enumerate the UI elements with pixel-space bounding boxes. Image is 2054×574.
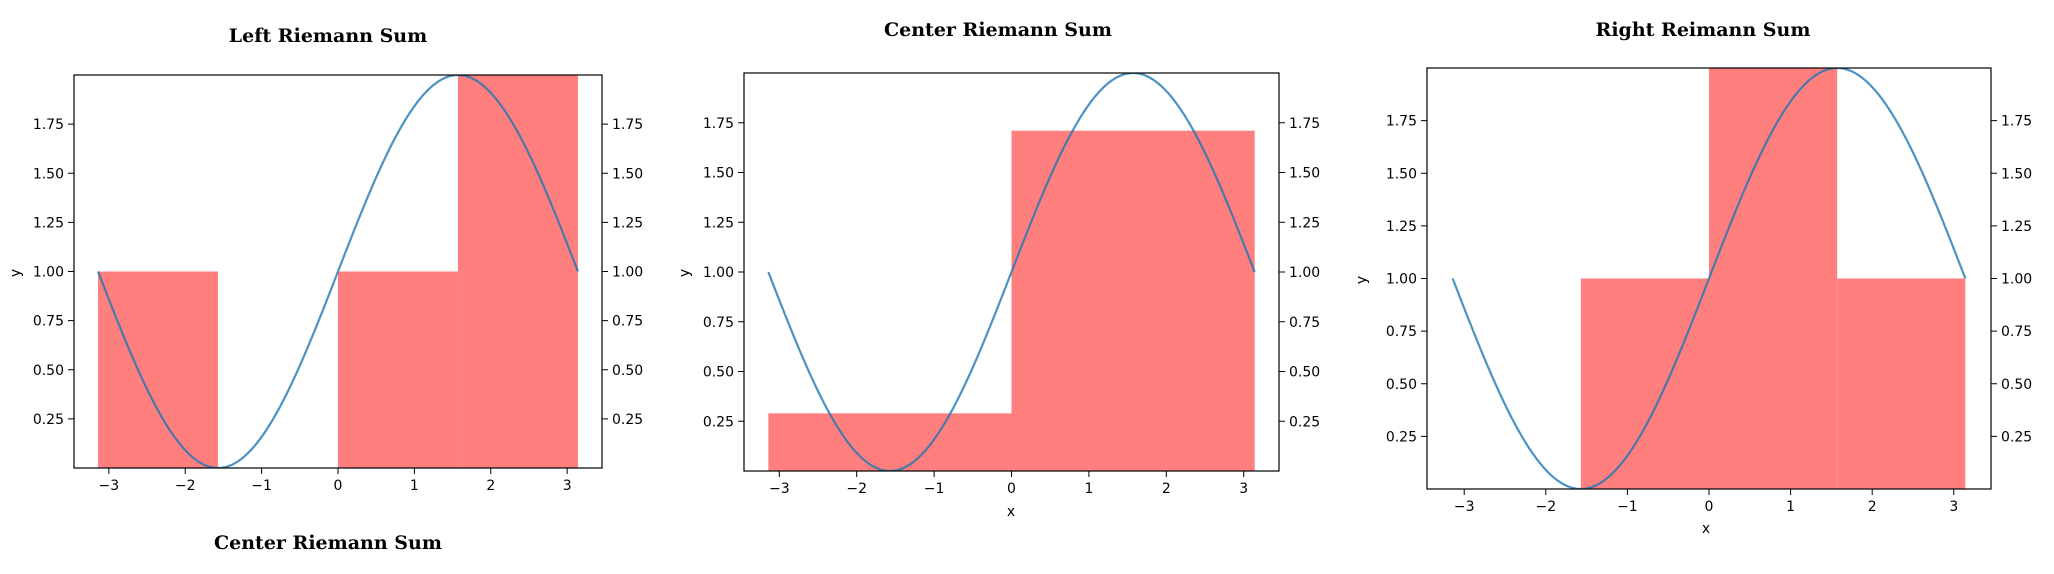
x-tick-label: 1	[1084, 481, 1093, 497]
y2-tick-label: 0.50	[612, 363, 643, 379]
plot-area	[767, 73, 1256, 471]
riemann-bar	[1011, 130, 1255, 471]
chart-title: Right Reimann Sum	[1596, 19, 1811, 41]
y-axis-label: y	[1354, 276, 1370, 284]
riemann-bar	[457, 75, 578, 468]
plot-area	[96, 75, 580, 468]
y-tick-label: 1.75	[33, 117, 64, 133]
y-tick-label: 0.50	[703, 365, 734, 381]
riemann-bar	[98, 271, 219, 468]
x-tick-label: −1	[1617, 499, 1638, 515]
riemann-bar	[1709, 68, 1838, 489]
y2-tick-label: 0.75	[2001, 324, 2032, 340]
x-tick-label: −1	[251, 478, 272, 494]
function-curve	[767, 73, 1256, 471]
y2-tick-label: 1.50	[612, 166, 643, 182]
y2-tick-label: 0.75	[612, 314, 643, 330]
y-tick-label: 1.75	[1386, 114, 1417, 130]
x-tick-label: 1	[410, 478, 419, 494]
x-tick-label: 2	[1162, 481, 1171, 497]
y-tick-label: 1.50	[33, 166, 64, 182]
y-tick-label: 1.00	[1386, 272, 1417, 288]
riemann-bar	[1837, 278, 1966, 489]
y-tick-label: 0.50	[33, 363, 64, 379]
riemann-bar	[1580, 278, 1709, 489]
x-axis-label: x	[1702, 521, 1710, 537]
y-tick-label: 0.75	[1386, 324, 1417, 340]
y-tick-label: 1.25	[1386, 219, 1417, 235]
chart-right: Right Reimann Sum y x −3 −2 −1 0 1 2 3 0.25 0.25…	[1354, 19, 2032, 537]
riemann-bar	[768, 413, 1012, 471]
x-tick-label: 2	[486, 478, 495, 494]
y-axis-label: y	[677, 269, 693, 277]
x-tick-label: −2	[1535, 499, 1556, 515]
y2-tick-label: 0.75	[1289, 315, 1320, 331]
y2-tick-label: 1.75	[612, 117, 643, 133]
y2-tick-label: 1.00	[2001, 272, 2032, 288]
y2-tick-label: 1.25	[612, 215, 643, 231]
y2-tick-label: 1.00	[1289, 265, 1320, 281]
x-tick-label: 0	[334, 478, 343, 494]
x-tick-label: −3	[769, 481, 790, 497]
y2-tick-label: 0.25	[1289, 414, 1320, 430]
y-tick-label: 1.50	[1386, 166, 1417, 182]
y-tick-label: 1.00	[33, 265, 64, 281]
x-tick-label: −2	[846, 481, 867, 497]
y-tick-label: 0.75	[703, 315, 734, 331]
y2-tick-label: 1.25	[1289, 215, 1320, 231]
y2-tick-label: 1.75	[1289, 116, 1320, 132]
x-tick-label: −3	[99, 478, 120, 494]
x-tick-label: 0	[1007, 481, 1016, 497]
y-tick-label: 1.75	[703, 116, 734, 132]
y-tick-label: 1.50	[703, 166, 734, 182]
y2-tick-label: 0.50	[1289, 365, 1320, 381]
y2-tick-label: 0.50	[2001, 377, 2032, 393]
chart-title: Left Riemann Sum	[229, 25, 427, 47]
y2-tick-label: 1.25	[2001, 219, 2032, 235]
y-tick-label: 1.25	[33, 215, 64, 231]
x-tick-label: 3	[1949, 499, 1958, 515]
y-axis-label: y	[8, 269, 24, 277]
y2-tick-label: 1.50	[1289, 166, 1320, 182]
y2-tick-label: 0.25	[2001, 429, 2032, 445]
y-tick-label: 0.75	[33, 314, 64, 330]
y-tick-label: 0.25	[1386, 429, 1417, 445]
y-tick-label: 0.50	[1386, 377, 1417, 393]
y-tick-label: 1.25	[703, 215, 734, 231]
plot-area	[1451, 68, 1967, 489]
chart-center: Center Riemann Sum y x −3 −2 −1 0 1 2 3 0.25 0.2…	[677, 19, 1320, 520]
x-tick-label: −2	[175, 478, 196, 494]
y2-tick-label: 1.50	[2001, 166, 2032, 182]
x-tick-label: −3	[1454, 499, 1475, 515]
y2-tick-label: 1.00	[612, 265, 643, 281]
y-tick-label: 1.00	[703, 265, 734, 281]
x-tick-label: −1	[924, 481, 945, 497]
y-tick-label: 0.25	[703, 414, 734, 430]
function-curve	[1451, 68, 1967, 489]
chart-left: Left Riemann Sum Center Riemann Sum y −3…	[8, 25, 643, 554]
y-tick-label: 0.25	[33, 412, 64, 428]
x-tick-label: 1	[1786, 499, 1795, 515]
y2-tick-label: 0.25	[612, 412, 643, 428]
chart-footer-title: Center Riemann Sum	[214, 532, 442, 554]
function-curve	[96, 75, 580, 468]
y2-tick-label: 1.75	[2001, 114, 2032, 130]
x-axis-label: x	[1007, 504, 1015, 520]
chart-title: Center Riemann Sum	[884, 19, 1112, 41]
x-tick-label: 3	[1239, 481, 1248, 497]
x-tick-label: 3	[563, 478, 572, 494]
x-tick-label: 0	[1705, 499, 1714, 515]
x-tick-label: 2	[1868, 499, 1877, 515]
riemann-bar	[338, 271, 458, 468]
